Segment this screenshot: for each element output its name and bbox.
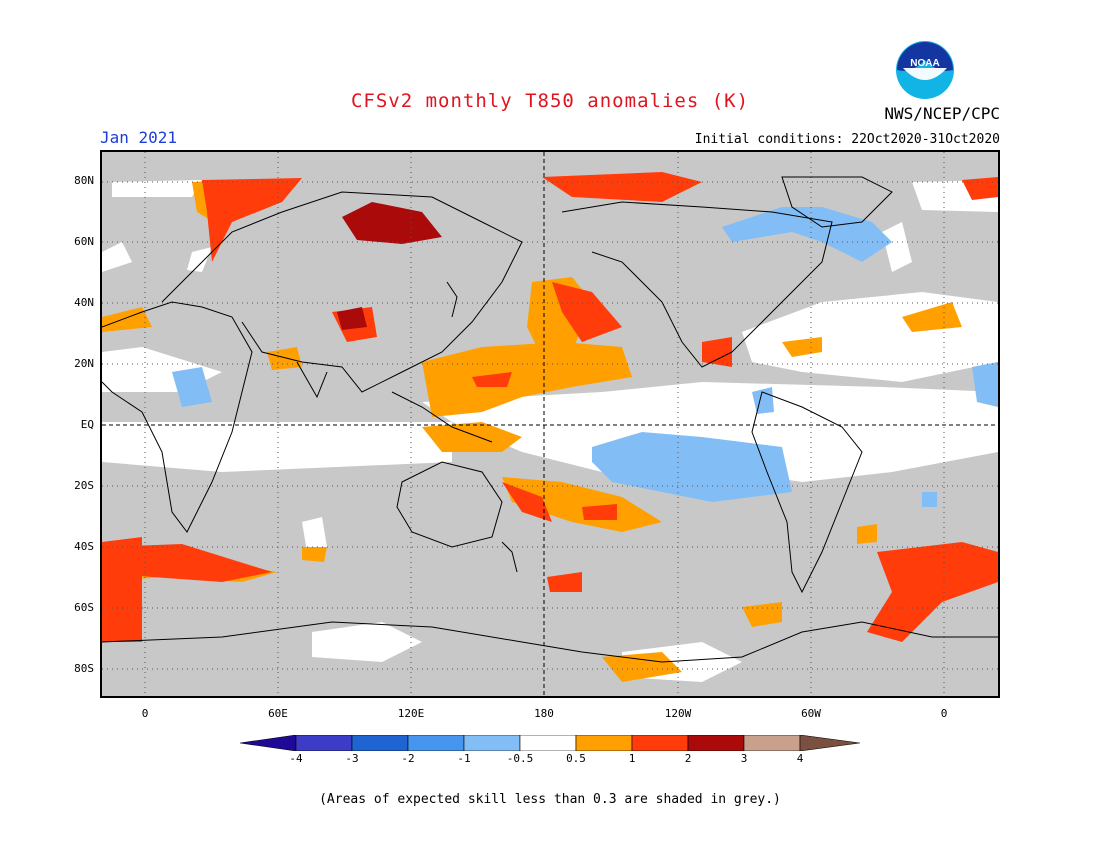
anomaly-map (100, 150, 1000, 698)
colorbar-segment (687, 735, 745, 751)
lon-label-60w: 60W (801, 707, 821, 720)
lon-label-0-east: 0 (940, 707, 948, 720)
lat-label-60s: 60S (74, 601, 94, 614)
colorbar-label: -3 (345, 752, 359, 765)
colorbar-segment (631, 735, 689, 751)
lat-label-40s: 40S (74, 540, 94, 553)
colorbar-segment (351, 735, 409, 751)
skill-footnote: (Areas of expected skill less than 0.3 a… (319, 792, 781, 807)
lat-label-eq: EQ (80, 418, 94, 431)
colorbar-label: -1 (457, 752, 471, 765)
graticule (102, 152, 998, 696)
coastlines (102, 176, 998, 663)
colorbar-segment (575, 735, 633, 751)
colorbar-arrow-low (240, 735, 297, 751)
colorbar-label: 1 (628, 752, 636, 765)
lat-label-80s: 80S (74, 662, 94, 675)
colorbar-arrow-high (799, 735, 860, 751)
noaa-logo: NOAA (896, 41, 954, 99)
lon-label-120e: 120E (397, 707, 425, 720)
negative-anomaly-regions (172, 207, 998, 507)
forecast-month: Jan 2021 (100, 128, 178, 147)
colorbar-label: 2 (684, 752, 692, 765)
lat-label-40n: 40N (74, 296, 94, 309)
lat-label-60n: 60N (74, 235, 94, 248)
colorbar (240, 735, 860, 751)
colorbar-label: -0.5 (506, 752, 534, 765)
lat-label-80n: 80N (74, 174, 94, 187)
colorbar-segment (295, 735, 353, 751)
equator-dateline (102, 152, 998, 696)
initial-conditions: Initial conditions: 22Oct2020-31Oct2020 (694, 132, 1000, 147)
organization-label: NWS/NCEP/CPC (884, 104, 1000, 123)
colorbar-label: -2 (401, 752, 415, 765)
lon-label-180: 180 (534, 707, 554, 720)
colorbar-label: 4 (796, 752, 804, 765)
colorbar-label: 3 (740, 752, 748, 765)
colorbar-label: -4 (289, 752, 303, 765)
lon-label-0: 0 (141, 707, 149, 720)
colorbar-segment (463, 735, 521, 751)
map-title: CFSv2 monthly T850 anomalies (K) (350, 90, 750, 112)
lon-label-60e: 60E (268, 707, 288, 720)
colorbar-segment (743, 735, 801, 751)
svg-text:NOAA: NOAA (910, 58, 939, 69)
colorbar-label: 0.5 (566, 752, 586, 765)
lat-label-20s: 20S (74, 479, 94, 492)
colorbar-segment (519, 735, 577, 751)
colorbar-segment (407, 735, 465, 751)
lon-label-120w: 120W (664, 707, 692, 720)
hot-anomaly-regions (102, 172, 998, 642)
lat-label-20n: 20N (74, 357, 94, 370)
map-canvas (102, 152, 998, 696)
extreme-anomaly-regions (337, 202, 442, 330)
